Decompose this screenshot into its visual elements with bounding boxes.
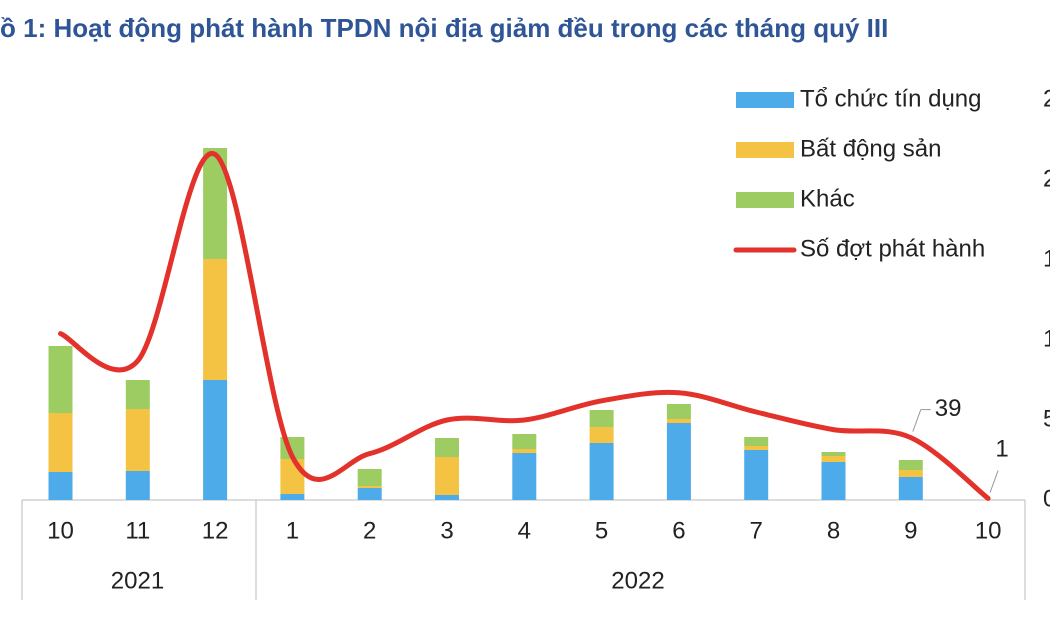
x-tick-label: 8	[827, 517, 840, 544]
bar-segment	[744, 437, 769, 446]
x-tick-label: 5	[595, 517, 608, 544]
x-tick-label: 12	[202, 517, 229, 544]
bar-segment	[357, 488, 382, 500]
bar-segment	[280, 494, 305, 500]
x-group-label: 2022	[611, 567, 664, 594]
bar-segment	[744, 450, 769, 500]
y2-tick-label: 0	[1043, 485, 1050, 512]
bar-segment	[203, 380, 228, 500]
bar-segment	[435, 495, 459, 500]
bar-segment	[512, 453, 537, 500]
legend-label: Tổ chức tín dụng	[800, 85, 982, 112]
x-tick-label: 7	[750, 517, 763, 544]
y2-tick-label: 1	[1043, 325, 1050, 352]
legend-label: Bất động sản	[800, 135, 941, 162]
y2-tick-label: 1	[1043, 245, 1050, 272]
data-label: 39	[935, 395, 962, 422]
legend-label: Khác	[800, 185, 855, 212]
bar-segment	[48, 413, 73, 472]
chart-title: ồ 1: Hoạt động phát hành TPDN nội địa gi…	[0, 13, 888, 43]
bar-segment	[48, 472, 73, 500]
x-tick-label: 11	[125, 517, 150, 544]
label-leader	[989, 470, 999, 493]
bar-segment	[898, 477, 923, 500]
bar-segment	[512, 449, 537, 453]
bar-segment	[125, 409, 150, 471]
bar-segment	[512, 434, 537, 449]
bar-segment	[357, 469, 382, 486]
legend-swatch	[736, 142, 794, 158]
x-tick-label: 9	[904, 517, 917, 544]
bar-segment	[821, 452, 846, 456]
bar-segment	[666, 419, 691, 423]
bar-segment	[589, 410, 614, 427]
x-tick-label: 10	[47, 517, 74, 544]
bar-segment	[589, 443, 614, 500]
bar-segment	[898, 470, 923, 477]
bar-segment	[125, 471, 150, 500]
bar-segment	[48, 346, 73, 413]
legend-swatch	[736, 92, 794, 108]
y2-tick-label: 2	[1043, 165, 1050, 192]
bar-segment	[125, 380, 150, 409]
bar-segment	[357, 486, 382, 488]
bar-segment	[280, 459, 305, 494]
bar-segment	[821, 462, 846, 500]
legend-label: Số đợt phát hành	[800, 235, 985, 262]
bar-segment	[589, 427, 614, 443]
legend-swatch	[736, 192, 794, 208]
x-tick-label: 3	[440, 517, 453, 544]
bar-segment	[744, 446, 769, 450]
data-label: 1	[995, 436, 1008, 463]
bar-segment	[666, 404, 691, 419]
y2-tick-label: 5	[1043, 405, 1050, 432]
bar-segment	[666, 423, 691, 500]
y2-tick-label: 2	[1043, 85, 1050, 112]
x-tick-label: 6	[672, 517, 685, 544]
line-series	[58, 151, 991, 501]
x-tick-label: 1	[286, 517, 299, 544]
bar-segment	[898, 460, 923, 470]
x-tick-label: 2	[363, 517, 376, 544]
x-tick-label: 4	[518, 517, 531, 544]
label-leader	[912, 409, 922, 432]
bar-segment	[203, 259, 228, 380]
bar-segment	[821, 456, 846, 462]
bar-segment	[435, 438, 459, 457]
bar-segment	[435, 457, 459, 495]
x-tick-label: 10	[975, 517, 1002, 544]
x-group-label: 2021	[111, 567, 164, 594]
